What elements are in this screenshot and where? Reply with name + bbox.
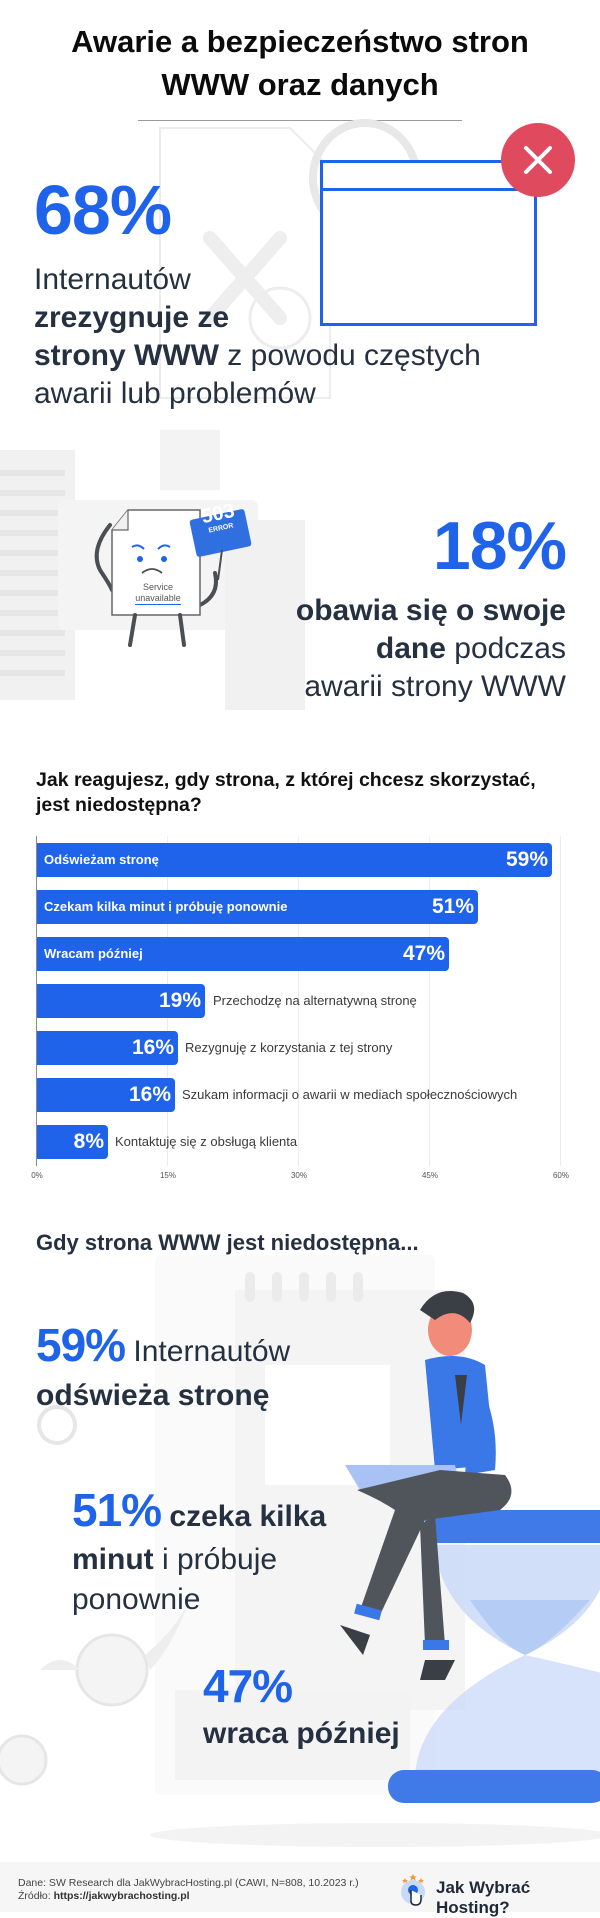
chart-title-line-2: jest niedostępna? xyxy=(36,794,202,816)
browser-window-icon xyxy=(320,160,537,326)
bar-outside-label: Szukam informacji o awarii w mediach spo… xyxy=(182,1087,518,1102)
bar-czekam: Czekam kilka minut i próbuję ponownie 51… xyxy=(37,890,478,924)
bar-kontaktuje: 8% xyxy=(37,1125,108,1159)
logo-text: Jak Wybrać Hosting? xyxy=(436,1878,531,1917)
bar-rezygnuje: 16% xyxy=(37,1031,178,1065)
man-with-laptop-illustration xyxy=(340,1291,512,1680)
stat1-line: strony WWW z powodu częstych xyxy=(34,337,574,375)
bar-value: 8% xyxy=(73,1130,104,1153)
stat-59-bold-line: odświeża stronę xyxy=(36,1379,270,1412)
footer-source-line: Źródło: https://jakwybrachosting.pl xyxy=(18,1890,359,1903)
page-text-2: unavailable xyxy=(135,593,181,605)
x-tick: 0% xyxy=(31,1171,43,1180)
stat2-description: obawia się o swoje dane podczas awarii s… xyxy=(166,592,566,706)
bar-value: 59% xyxy=(505,848,548,871)
bar-wracam: Wracam później 47% xyxy=(37,937,449,971)
stat2-line: awarii strony WWW xyxy=(304,670,566,703)
stat2-bold-span: dane xyxy=(375,632,446,665)
footer-source-label: Źródło: xyxy=(18,1890,54,1902)
stat-68-percent: 68% xyxy=(34,171,172,249)
bar-outside-label: Rezygnuję z korzystania z tej strony xyxy=(185,1040,393,1055)
x-tick: 45% xyxy=(421,1171,438,1180)
stat-51-bold-span: minut xyxy=(72,1543,154,1576)
stat-18-percent: 18% xyxy=(432,508,567,584)
stat-59-line: 59% Internautów xyxy=(36,1322,291,1372)
stat1-line: Internautów xyxy=(34,263,191,296)
section2-title: Gdy strona WWW jest niedostępna... xyxy=(36,1230,419,1255)
chart-title: Jak reagujesz, gdy strona, z której chce… xyxy=(36,768,576,818)
logo-hand-pointer-icon xyxy=(401,1874,425,1906)
sad-document-503-error-illustration xyxy=(94,509,252,647)
stat2-span: podczas xyxy=(445,632,566,665)
close-error-icon xyxy=(501,123,575,197)
background-servers-ghost-icon xyxy=(0,430,305,710)
bar-value: 19% xyxy=(158,989,201,1012)
bar-value: 16% xyxy=(131,1036,174,1059)
stat1-line-bold: zrezygnuje ze xyxy=(34,301,230,334)
service-unavailable-text: Service unavailable xyxy=(118,582,198,605)
stat-47-percent: 47% xyxy=(203,1660,293,1712)
footer-data-line: Dane: SW Research dla JakWybracHosting.p… xyxy=(18,1877,359,1889)
title-line-1: Awarie a bezpieczeństwo stron xyxy=(71,24,529,59)
bar-value: 47% xyxy=(402,942,445,965)
stat1-description: Internautów zrezygnuje ze strony WWW z p… xyxy=(34,261,574,413)
stat2-line-bold: obawia się o swoje xyxy=(295,594,566,627)
title-divider xyxy=(138,120,462,121)
bar-outside-label: Kontaktuję się z obsługą klienta xyxy=(115,1134,298,1149)
stat-59-text: Internautów xyxy=(125,1335,291,1368)
bar-value: 16% xyxy=(128,1083,171,1106)
chart-title-line-1: Jak reagujesz, gdy strona, z której chce… xyxy=(36,769,536,791)
bar-label: Czekam kilka minut i próbuję ponownie xyxy=(44,899,288,914)
gridline-30 xyxy=(298,836,299,1166)
stat-47-bold-line: wraca później xyxy=(203,1717,400,1750)
stat-51-percent: 51% xyxy=(72,1484,162,1536)
stat-51-line: 51% czeka kilka xyxy=(72,1487,327,1537)
stat1-bold-span: strony WWW xyxy=(34,339,219,372)
footer xyxy=(0,1862,600,1912)
page-title: Awarie a bezpieczeństwo stron WWW oraz d… xyxy=(0,20,600,106)
title-line-2: WWW oraz danych xyxy=(161,67,439,102)
stat2-line: dane podczas xyxy=(166,630,566,668)
gridline-45 xyxy=(429,836,430,1166)
bar-value: 51% xyxy=(431,895,474,918)
bar-label: Wracam później xyxy=(44,946,143,961)
stat-51-line-2: minut i próbuje xyxy=(72,1540,277,1580)
stat-59-percent: 59% xyxy=(36,1319,126,1371)
stat-51-line-3: ponownie xyxy=(72,1583,201,1616)
bar-outside-label: Przechodzę na alternatywną stronę xyxy=(213,993,417,1008)
footer-source: Dane: SW Research dla JakWybracHosting.p… xyxy=(18,1877,359,1903)
page-text-1: Service xyxy=(142,582,173,592)
x-tick: 60% xyxy=(552,1171,569,1180)
stat-51-text: czeka kilka xyxy=(161,1500,327,1533)
x-tick: 15% xyxy=(159,1171,176,1180)
bar-szukam: 16% xyxy=(37,1078,175,1112)
stat-51-span: i próbuje xyxy=(153,1543,278,1576)
bar-odswiezam: Odświeżam stronę 59% xyxy=(37,843,552,877)
y-axis-line xyxy=(36,836,37,1166)
footer-source-link[interactable]: https://jakwybrachosting.pl xyxy=(53,1890,190,1902)
gridline-60 xyxy=(560,836,561,1166)
bar-label: Odświeżam stronę xyxy=(44,852,159,867)
stat1-line: awarii lub problemów xyxy=(34,377,316,410)
x-tick: 30% xyxy=(290,1171,307,1180)
stat1-span: z powodu częstych xyxy=(218,339,481,372)
bar-przechodze: 19% xyxy=(37,984,205,1018)
